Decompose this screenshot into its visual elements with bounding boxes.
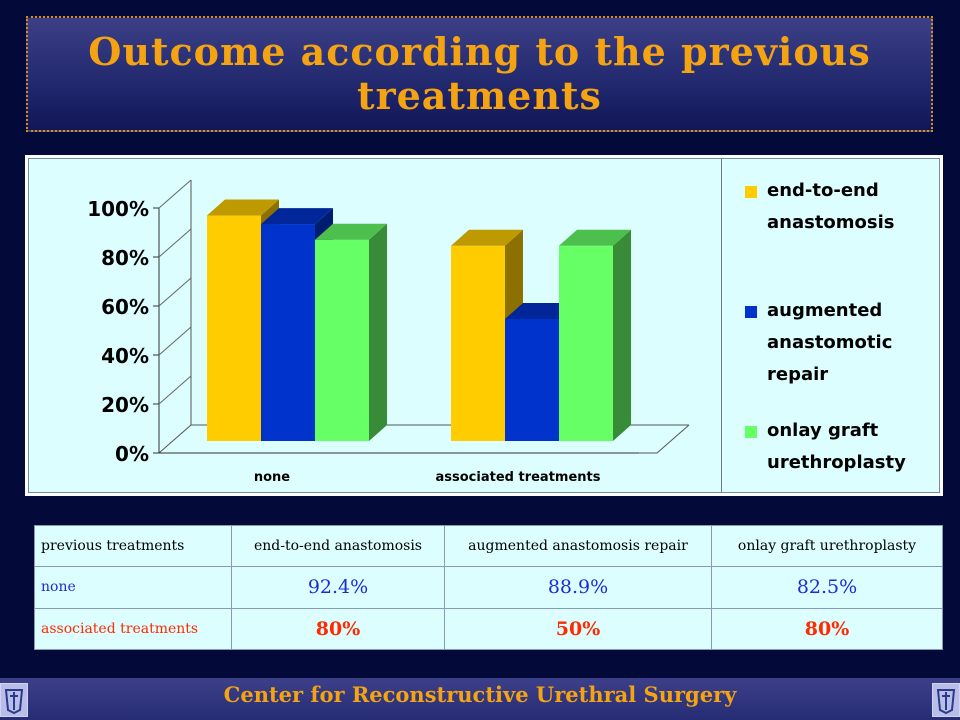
bar-top [207, 199, 279, 216]
y-gridline [158, 277, 192, 307]
legend-item: augmented anastomotic repair [745, 300, 937, 391]
table-header-cell: previous treatments [34, 524, 232, 568]
bar [315, 223, 387, 441]
legend-swatch [745, 426, 757, 438]
table-cell: 92.4% [231, 566, 445, 609]
table-cell: 88.9% [444, 566, 712, 609]
y-gridline [158, 179, 192, 209]
bar-side [369, 223, 387, 441]
bar-front [559, 245, 613, 441]
legend-item: onlay graft urethroplasty [745, 420, 937, 479]
legend-label: end-to-end anastomosis [767, 180, 895, 233]
bar-chart: 0% 20% 40% 60% 80% 100% none associated treatme… [87, 179, 690, 485]
chart-area: 0% 20% 40% 60% 80% 100% none associated treatme… [28, 158, 940, 493]
table-header-cell: end-to-end anastomosis [231, 524, 445, 568]
bar-front [261, 224, 315, 441]
bar [559, 229, 631, 441]
table-header-cell: augmented anastomosis repair [444, 524, 712, 568]
y-tick-label: 100% [87, 197, 149, 221]
legend-divider [721, 159, 722, 492]
results-table: previous treatments end-to-end anastomos… [34, 524, 943, 651]
row-label-associated-treatments: associated treatments [34, 607, 232, 651]
title-banner: Outcome according to the previous treatm… [26, 16, 933, 132]
table-row: none 92.4% 88.9% 82.5% [34, 566, 943, 609]
bar-front [315, 239, 369, 441]
y-gridline [158, 228, 192, 258]
bar-top [451, 229, 523, 246]
legend-swatch [745, 306, 757, 318]
table-cell: 82.5% [711, 566, 943, 609]
slide-title: Outcome according to the previous treatm… [88, 29, 871, 118]
y-tick-label: 60% [101, 295, 149, 319]
table-header-row: previous treatments end-to-end anastomos… [34, 524, 943, 568]
table-cell: 80% [231, 607, 445, 651]
bar-side [613, 229, 631, 441]
legend-swatch [745, 186, 757, 198]
institution-logo-icon [932, 683, 960, 717]
footer-text: Center for Reconstructive Urethral Surge… [223, 682, 737, 707]
y-gridline [158, 375, 192, 405]
y-tick-label: 80% [101, 246, 149, 270]
bar-front [451, 245, 505, 441]
x-category-label: associated treatments [436, 470, 601, 485]
y-tick-label: 40% [101, 344, 149, 368]
row-label-none: none [34, 566, 232, 609]
footer-bar: Center for Reconstructive Urethral Surge… [0, 678, 960, 720]
bar-top [261, 208, 333, 225]
institution-logo-icon [0, 683, 28, 717]
chart-labels: 0% 20% 40% 60% 80% 100% none associated treatme… [87, 197, 601, 485]
x-category-label: none [254, 470, 290, 485]
chart-frame: 0% 20% 40% 60% 80% 100% none associated treatme… [25, 155, 943, 496]
bar-top [315, 223, 387, 240]
chart-bars [207, 199, 631, 441]
bar-top [559, 229, 631, 246]
y-tick-label: 20% [101, 393, 149, 417]
table-cell: 50% [444, 607, 712, 651]
legend-item: end-to-end anastomosis [745, 180, 937, 239]
bar-front [207, 215, 261, 441]
y-gridline [158, 326, 192, 356]
bar-front [505, 319, 559, 441]
legend-label: augmented anastomotic repair [767, 300, 893, 385]
y-tick-label: 0% [115, 442, 149, 466]
table-row: associated treatments 80% 50% 80% [34, 607, 943, 651]
table-cell: 80% [711, 607, 943, 651]
legend-label: onlay graft urethroplasty [767, 420, 906, 473]
table-header-cell: onlay graft urethroplasty [711, 524, 943, 568]
